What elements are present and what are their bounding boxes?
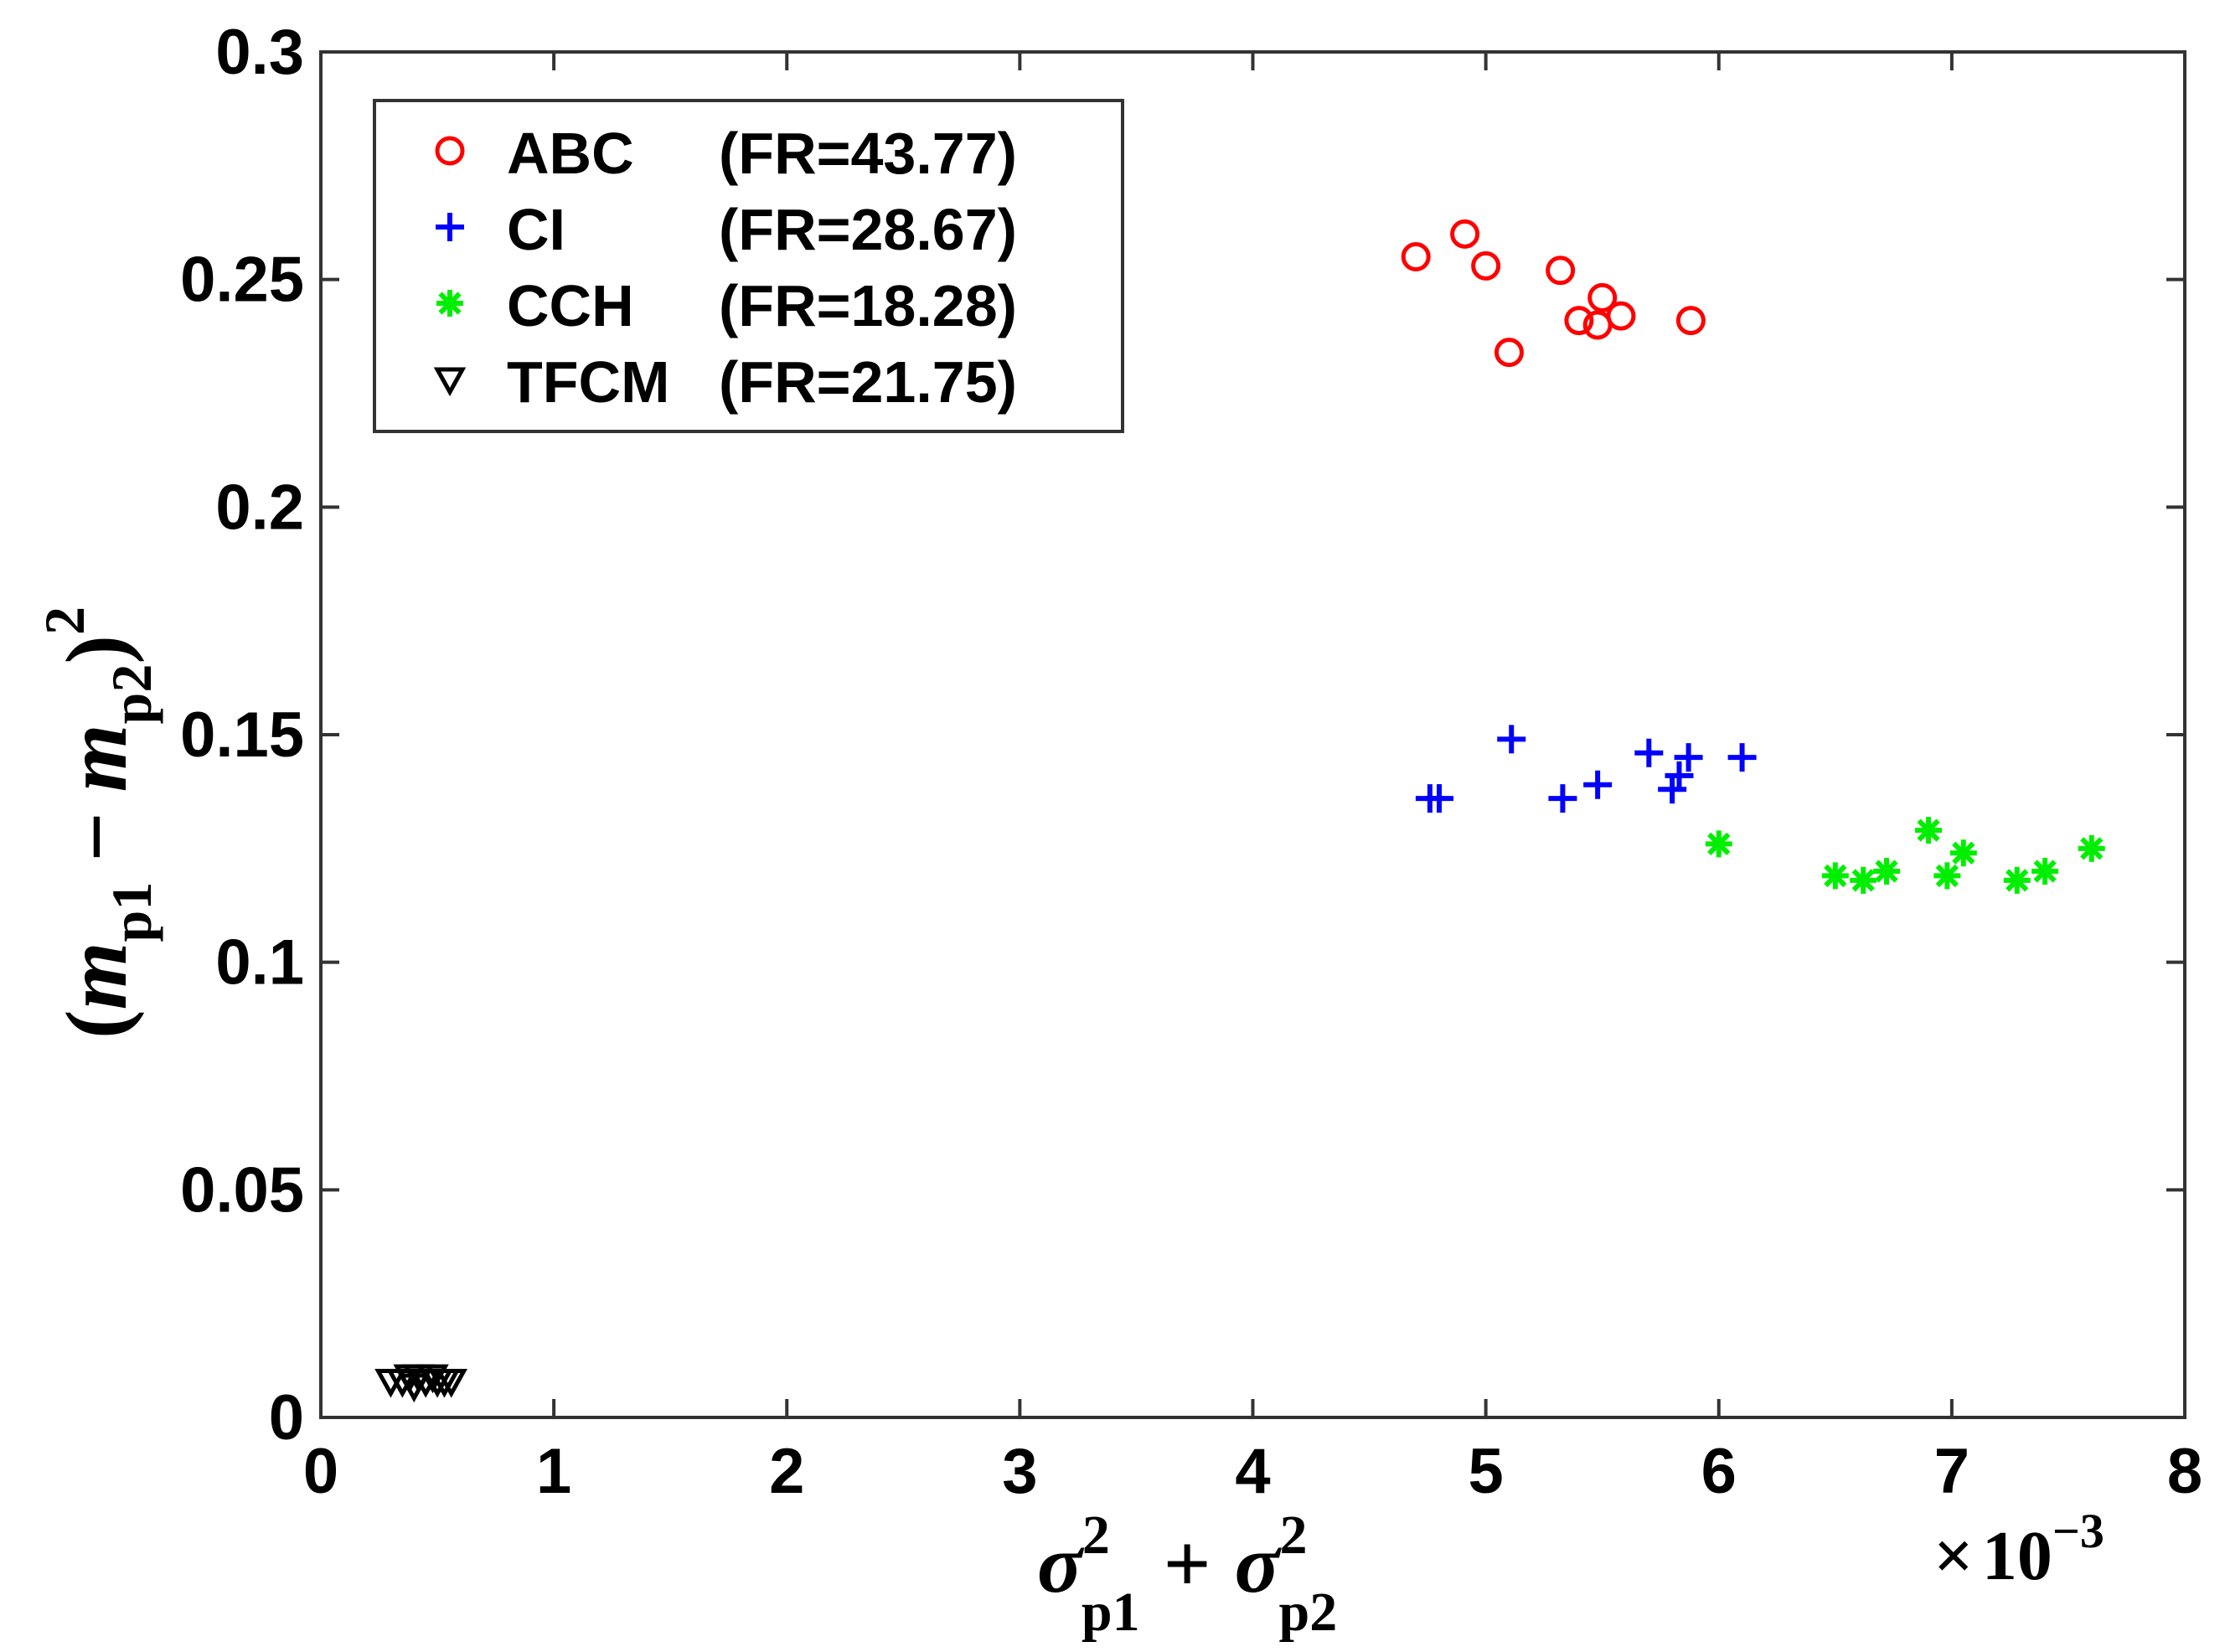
marker-cch [2031, 858, 2059, 885]
x-label-sub-1: p1 [1082, 1582, 1140, 1643]
legend-fr-tfcm: (FR=21.75) [719, 349, 1017, 415]
marker-ci [1425, 784, 1453, 813]
y-label-open: ( [49, 1009, 145, 1039]
marker-cch [2003, 866, 2031, 894]
y-label-m-1: m [49, 942, 145, 1009]
marker-abc [1546, 256, 1576, 286]
legend-marker-ci [436, 213, 464, 241]
legend-marker-cch [436, 290, 463, 317]
y-label-sub-1: p1 [100, 882, 163, 942]
marker-abc [1606, 301, 1636, 331]
x-label-sup-1: 2 [1082, 1505, 1110, 1566]
x-tick-label: 6 [1701, 1436, 1737, 1507]
x-label-sigma-1: σ [1037, 1517, 1085, 1610]
legend-label-abc: ABC [507, 121, 634, 186]
y-tick-label: 0 [269, 1382, 304, 1453]
marker-abc [1675, 306, 1706, 336]
data-markers [374, 219, 2105, 1403]
marker-abc [1587, 282, 1618, 312]
x-axis-label: σ2 p1+ σ2 p2 [1037, 1505, 1337, 1643]
legend-box [373, 99, 1124, 433]
x-tick-label: 2 [769, 1436, 804, 1507]
x-label-sup-2: 2 [1280, 1505, 1308, 1566]
marker-ci [1674, 743, 1703, 772]
marker-ci [1634, 738, 1664, 767]
legend-fr-cch: (FR=18.28) [719, 273, 1017, 338]
legend-label-tfcm: TFCM [507, 349, 669, 415]
marker-abc [1564, 306, 1594, 336]
x-label-sigma-2: σ [1235, 1517, 1283, 1610]
marker-tfcm [398, 1373, 431, 1403]
y-tick-label: 0.3 [215, 17, 304, 88]
x-tick-label: 8 [2167, 1436, 2202, 1507]
y-label-sup: 2 [33, 607, 96, 635]
marker-cch [1850, 866, 1877, 894]
marker-tfcm [435, 1369, 467, 1398]
y-label-minus: − [49, 812, 145, 861]
marker-ci [1583, 770, 1613, 799]
legend-fr-abc: (FR=43.77) [719, 121, 1017, 186]
marker-ci [1727, 743, 1757, 772]
legend-label-ci: CI [507, 197, 565, 262]
y-label-sub-2: p2 [100, 664, 163, 725]
x-tick-label: 3 [1002, 1436, 1037, 1507]
legend: ABC (FR=43.77) CI (FR=28.67) CCH (FR=18.… [373, 99, 1124, 433]
legend-fr-ci: (FR=28.67) [719, 197, 1017, 262]
y-tick-label: 0.25 [180, 245, 304, 316]
x-multiplier-times: × [1933, 1517, 1974, 1595]
marker-cch [1821, 862, 1849, 890]
y-tick-labels: 0 0.05 0.1 0.15 0.2 0.25 0.3 [180, 17, 304, 1453]
x-label-sub-2: p2 [1279, 1582, 1338, 1643]
y-label-m-2: m [49, 724, 145, 792]
x-tick-label: 0 [303, 1436, 338, 1507]
x-tick-labels: 0 1 2 3 4 5 6 7 8 [303, 1436, 2202, 1507]
marker-ci [1497, 725, 1526, 754]
x-tick-label: 7 [1934, 1436, 1969, 1507]
y-tick-label: 0.15 [180, 700, 304, 771]
marker-cch [1949, 839, 1977, 867]
legend-markers [433, 136, 467, 397]
marker-abc [1401, 242, 1431, 271]
axis-ticks [319, 50, 2186, 1419]
x-tick-label: 5 [1468, 1436, 1503, 1507]
marker-cch [1873, 858, 1900, 885]
marker-ci [1548, 784, 1577, 813]
x-multiplier-exp: −3 [2052, 1504, 2104, 1558]
marker-tfcm [386, 1369, 419, 1398]
marker-ci [1665, 761, 1694, 790]
legend-marker-tfcm [433, 367, 467, 397]
marker-cch [1933, 862, 1961, 890]
x-multiplier: × 10−3 [1933, 1504, 2104, 1595]
legend-marker-abc [435, 136, 465, 166]
marker-cch [1705, 830, 1732, 858]
x-tick-label: 1 [536, 1436, 571, 1507]
y-axis-label: (mp1−mp2)2 [33, 607, 163, 1039]
legend-label-cch: CCH [507, 273, 634, 338]
y-tick-label: 0.1 [215, 927, 304, 999]
y-tick-label: 0.05 [180, 1154, 304, 1226]
y-tick-label: 0.2 [215, 472, 304, 543]
x-multiplier-base: 10 [1982, 1517, 2052, 1595]
marker-abc [1450, 219, 1480, 249]
marker-cch [2078, 834, 2105, 862]
x-label-plus: + [1164, 1517, 1211, 1610]
marker-abc [1494, 338, 1524, 368]
marker-cch [1915, 817, 1943, 844]
marker-abc [1471, 250, 1501, 281]
x-tick-label: 4 [1235, 1436, 1270, 1507]
y-label-close: ) [49, 635, 145, 664]
